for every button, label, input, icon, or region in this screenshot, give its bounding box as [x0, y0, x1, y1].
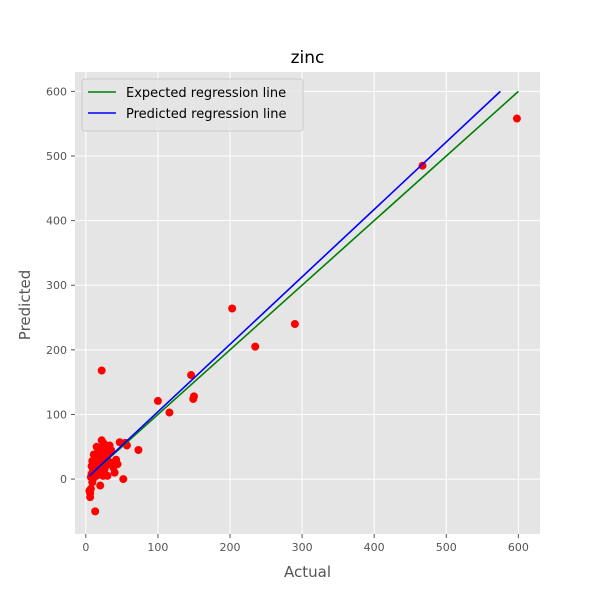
data-point — [87, 462, 96, 471]
predicted-regression-line — [88, 90, 501, 477]
data-point — [418, 161, 427, 170]
legend-label: Predicted regression line — [126, 107, 286, 122]
legend-box — [81, 78, 304, 132]
legend-label: Expected regression line — [126, 86, 286, 101]
x-tick-label: 200 — [220, 541, 241, 554]
x-tick-label: 400 — [364, 541, 385, 554]
data-point — [96, 481, 105, 490]
series-layer — [85, 90, 521, 516]
x-tick-label: 600 — [508, 541, 529, 554]
data-point — [86, 493, 95, 502]
y-tick-label: 200 — [46, 344, 67, 357]
y-tick-label: 100 — [46, 408, 67, 421]
data-point — [189, 394, 198, 403]
data-point — [97, 366, 106, 375]
y-tick-label: 500 — [46, 150, 67, 163]
data-point — [91, 507, 100, 516]
y-axis-title: Predicted — [16, 270, 34, 340]
data-point — [85, 486, 94, 495]
data-point — [512, 114, 521, 123]
x-tick-label: 300 — [292, 541, 313, 554]
data-point — [290, 320, 299, 328]
data-point — [115, 438, 124, 447]
data-point — [89, 450, 98, 459]
data-point — [134, 446, 143, 454]
x-tick-label: 0 — [82, 541, 89, 554]
ticks: 0 100 200 300 400 500 600 0 100 200 300 400 500 600 — [46, 85, 529, 554]
data-point — [92, 442, 101, 451]
data-point — [86, 473, 95, 482]
x-tick-label: 100 — [147, 541, 168, 554]
y-tick-label: 600 — [46, 85, 67, 98]
y-tick-label: 0 — [60, 473, 67, 486]
grid — [75, 72, 540, 534]
data-point — [187, 371, 196, 380]
legend: Expected regression line Predicted regres… — [81, 78, 304, 132]
data-point — [119, 475, 128, 484]
x-tick-label: 500 — [436, 541, 457, 554]
y-tick-label: 300 — [46, 279, 67, 292]
data-point — [97, 436, 106, 445]
data-point — [251, 342, 260, 351]
plot-background — [75, 72, 540, 534]
data-point — [153, 396, 162, 405]
y-tick-label: 400 — [46, 215, 67, 228]
expected-regression-line — [88, 90, 519, 477]
data-point — [228, 304, 237, 313]
chart-title: zinc — [291, 48, 325, 68]
data-point — [165, 408, 174, 417]
x-axis-title: Actual — [284, 563, 331, 581]
